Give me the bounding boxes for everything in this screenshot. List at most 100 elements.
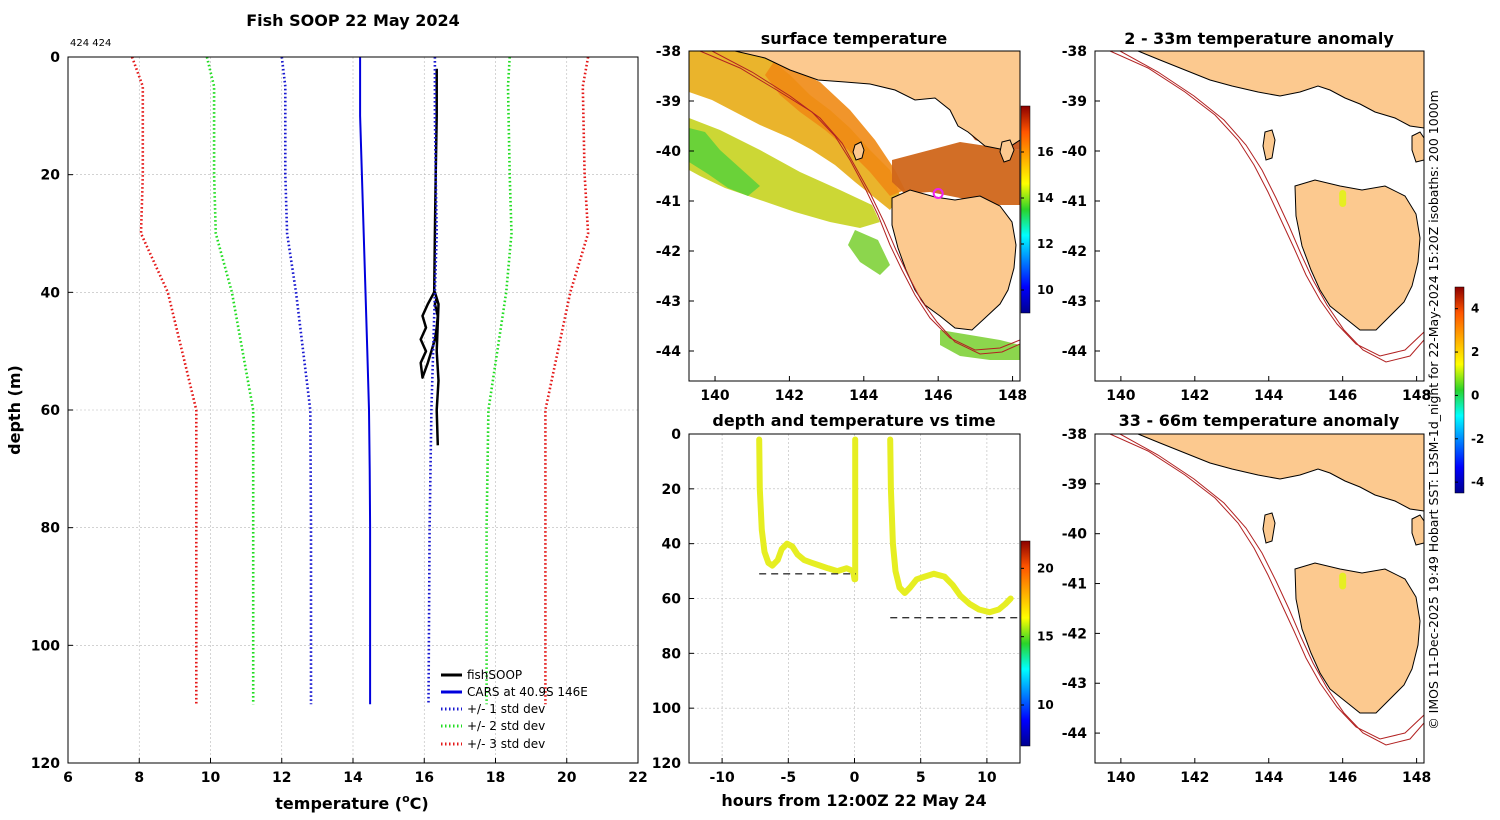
sst-panel: surface temperature 140 142 144 146 148 - [656,29,1054,404]
x-tick-label: 148 [1402,770,1431,786]
x-tick-label: -10 [709,770,735,786]
x-tick-label: 146 [1328,770,1357,786]
anom1-isobath-1000m [1119,51,1424,363]
x-tick-label: 12 [272,770,291,786]
profile-title: Fish SOOP 22 May 2024 [246,11,460,30]
anom1-panel: 2 - 33m temperature anomaly 140 142 144 146… [1062,29,1484,494]
series-cars [359,57,372,705]
y-tick-label: -38 [1062,427,1087,443]
x-tick-label: -5 [781,770,797,786]
y-tick-label: 120 [31,756,60,772]
anom1-land-king-island [1262,129,1276,161]
series-std3 [544,56,590,705]
anom2-map-area [1095,434,1424,763]
y-tick-label: -43 [656,294,681,310]
y-tick-label: -40 [656,144,682,160]
anom1-axes-frame [1094,50,1425,382]
time-colorbar-ticks: 10 15 20 [1021,561,1054,712]
sst-title: surface temperature [761,29,948,48]
anom1-y-ticks: -38 -39 -40 -41 -42 -43 -44 [1062,44,1100,360]
y-tick-label: -44 [656,344,682,360]
sst-patch-north [689,51,900,210]
y-tick-label: 0 [50,50,60,66]
x-tick-label: 142 [775,388,804,404]
time-series [756,436,1020,619]
x-tick-label: 22 [628,770,647,786]
x-tick-label: 16 [415,770,434,786]
time-y-ticks: 0 20 40 60 80 100 120 [652,427,694,772]
profile-y-ticks: 0 20 40 60 80 100 120 [31,50,73,772]
x-tick-label: 14 [343,770,363,786]
profile-gridlines [67,56,639,764]
anom2-land-king-island [1262,512,1276,544]
y-tick-label: 60 [662,592,682,608]
anom2-x-ticks: 140 142 144 146 148 [1106,758,1431,786]
anom1-land-tasmania [1294,179,1421,331]
sst-patch-bass-strait [892,142,1020,205]
sst-patch-west-tas [848,230,890,275]
anom1-isobath-200m [1109,51,1424,357]
colorbar-tick-label: -4 [1471,475,1484,489]
colorbar-tick-label: -2 [1471,432,1484,446]
y-tick-label: -42 [1062,626,1087,642]
time-track-segment [887,436,1014,616]
side-caption: © IMOS 11-Dec-2025 19:49 Hobart SST: L3S… [1426,90,1441,730]
sst-land-king-island [852,141,865,161]
x-tick-label: 148 [1402,388,1431,404]
y-tick-label: 100 [31,638,60,654]
x-tick-label: 140 [1106,388,1135,404]
sst-isobath-1000m [711,51,1020,355]
x-tick-label: 0 [850,770,860,786]
profile-panel: 424 424 Fish SOOP 22 May 2024 6 8 10 12 14 16… [5,11,648,813]
y-tick-label: -41 [656,194,681,210]
y-tick-label: -43 [1062,294,1087,310]
corner-label: 424 424 [70,38,111,49]
anom1-land-mainland [1137,51,1424,129]
profile-series [130,56,590,705]
series-fish [419,68,440,446]
anom2-isobath-1000m [1119,434,1424,746]
legend-label-std1: +/- 1 std dev [467,702,545,716]
anom2-title: 33 - 66m temperature anomaly [1119,411,1400,430]
y-tick-label: 0 [671,427,681,443]
x-tick-label: 144 [1254,770,1283,786]
time-colorbar [1020,540,1031,747]
colorbar-tick-label: 12 [1037,237,1054,251]
y-tick-label: -42 [1062,244,1087,260]
y-tick-label: 20 [662,482,682,498]
colorbar-tick-label: 0 [1471,388,1479,402]
profile-x-ticks: 6 8 10 12 14 16 18 20 22 [63,758,648,786]
sst-colorbar-ticks: 10 12 14 16 [1021,145,1054,297]
colorbar-tick-label: 10 [1037,283,1054,297]
y-tick-label: -41 [1062,194,1087,210]
time-panel: depth and temperature vs time -10 -5 0 5 10 … [652,411,1054,810]
colorbar-tick-label: 16 [1037,145,1054,159]
x-tick-label: 148 [998,388,1027,404]
series-std3 [130,56,198,705]
x-tick-label: 10 [977,770,997,786]
y-tick-label: -38 [656,44,681,60]
anom1-colorbar [1454,286,1465,494]
legend-label-std2: +/- 2 std dev [467,719,545,733]
anom2-isobath-200m [1109,434,1424,740]
legend-label-std3: +/- 3 std dev [467,737,545,751]
sst-x-ticks: 140 142 144 146 148 [700,376,1027,404]
sst-land-flinders-island [999,139,1015,163]
y-tick-label: 100 [652,701,681,717]
time-x-axis-label: hours from 12:00Z 22 May 24 [721,791,986,810]
x-tick-label: 10 [201,770,221,786]
y-tick-label: 60 [41,403,61,419]
legend-label-cars: CARS at 40.9S 146E [467,685,588,699]
colorbar-tick-label: 15 [1037,630,1054,644]
anom1-x-ticks: 140 142 144 146 148 [1106,376,1431,404]
y-tick-label: -40 [1062,144,1088,160]
x-tick-label: 144 [849,388,878,404]
time-title: depth and temperature vs time [712,411,995,430]
sst-y-ticks: -38 -39 -40 -41 -42 -43 -44 [656,44,694,360]
x-tick-label: 140 [1106,770,1135,786]
y-tick-label: 20 [41,168,61,184]
colorbar-tick-label: 20 [1037,561,1054,575]
sst-map-area [689,51,1020,381]
y-tick-label: -39 [656,94,681,110]
y-tick-label: -44 [1062,726,1088,742]
